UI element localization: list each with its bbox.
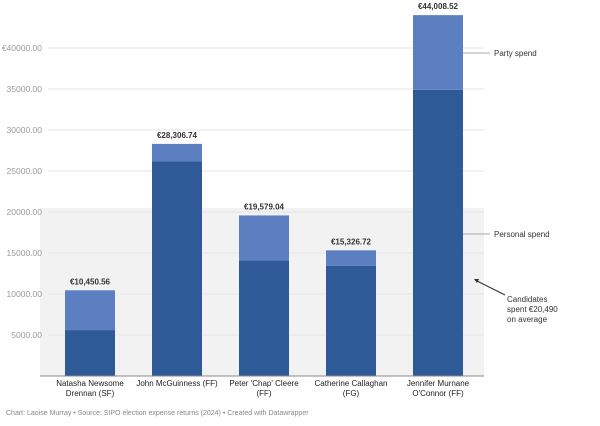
annotation-personal-spend: Personal spend — [494, 230, 550, 239]
category-label: Peter 'Chap' Cleere — [229, 379, 299, 388]
bar-party-spend — [326, 250, 376, 266]
footer-credits: Chart: Laoise Murray • Source: SIPO elec… — [6, 410, 309, 417]
bar-party-spend — [239, 215, 289, 261]
bar-personal-spend — [152, 161, 202, 376]
category-label: Natasha Newsome — [56, 379, 124, 388]
category-label: (FG) — [343, 389, 360, 398]
y-tick-label: 5000.00 — [11, 330, 42, 340]
arrow-head-icon — [474, 279, 479, 283]
category-label: Catherine Callaghan — [315, 379, 388, 388]
y-tick-label: €40000.00 — [2, 43, 42, 53]
bar-party-spend — [65, 290, 115, 331]
total-label: €15,326.72 — [331, 237, 372, 246]
annotation-average: on average — [507, 315, 548, 324]
annotation-average: spent €20,490 — [507, 305, 558, 314]
y-tick-label: 10000.00 — [7, 289, 43, 299]
bar-personal-spend — [239, 260, 289, 376]
category-label: O'Connor (FF) — [412, 389, 464, 398]
annotation-party-spend: Party spend — [494, 49, 537, 58]
y-tick-label: 20000.00 — [7, 207, 43, 217]
annotation-arrow — [474, 279, 506, 296]
category-label: Drennan (SF) — [66, 389, 115, 398]
bar-personal-spend — [413, 89, 463, 376]
category-label: John McGuinness (FF) — [136, 379, 218, 388]
annotation-average: Candidates — [507, 295, 547, 304]
total-label: €10,450.56 — [70, 277, 111, 286]
total-label: €44,008.52 — [418, 2, 459, 11]
total-label: €28,306.74 — [157, 131, 198, 140]
y-tick-label: 30000.00 — [7, 125, 43, 135]
y-tick-label: 35000.00 — [7, 84, 43, 94]
bar-party-spend — [152, 143, 202, 162]
bar-personal-spend — [326, 265, 376, 376]
y-tick-label: 25000.00 — [7, 166, 43, 176]
bar-personal-spend — [65, 330, 115, 376]
y-tick-label: 15000.00 — [7, 248, 43, 258]
category-label: Jennifer Murnane — [407, 379, 470, 388]
category-label: (FF) — [256, 389, 271, 398]
total-label: €19,579.04 — [244, 202, 285, 211]
bar-party-spend — [413, 15, 463, 90]
